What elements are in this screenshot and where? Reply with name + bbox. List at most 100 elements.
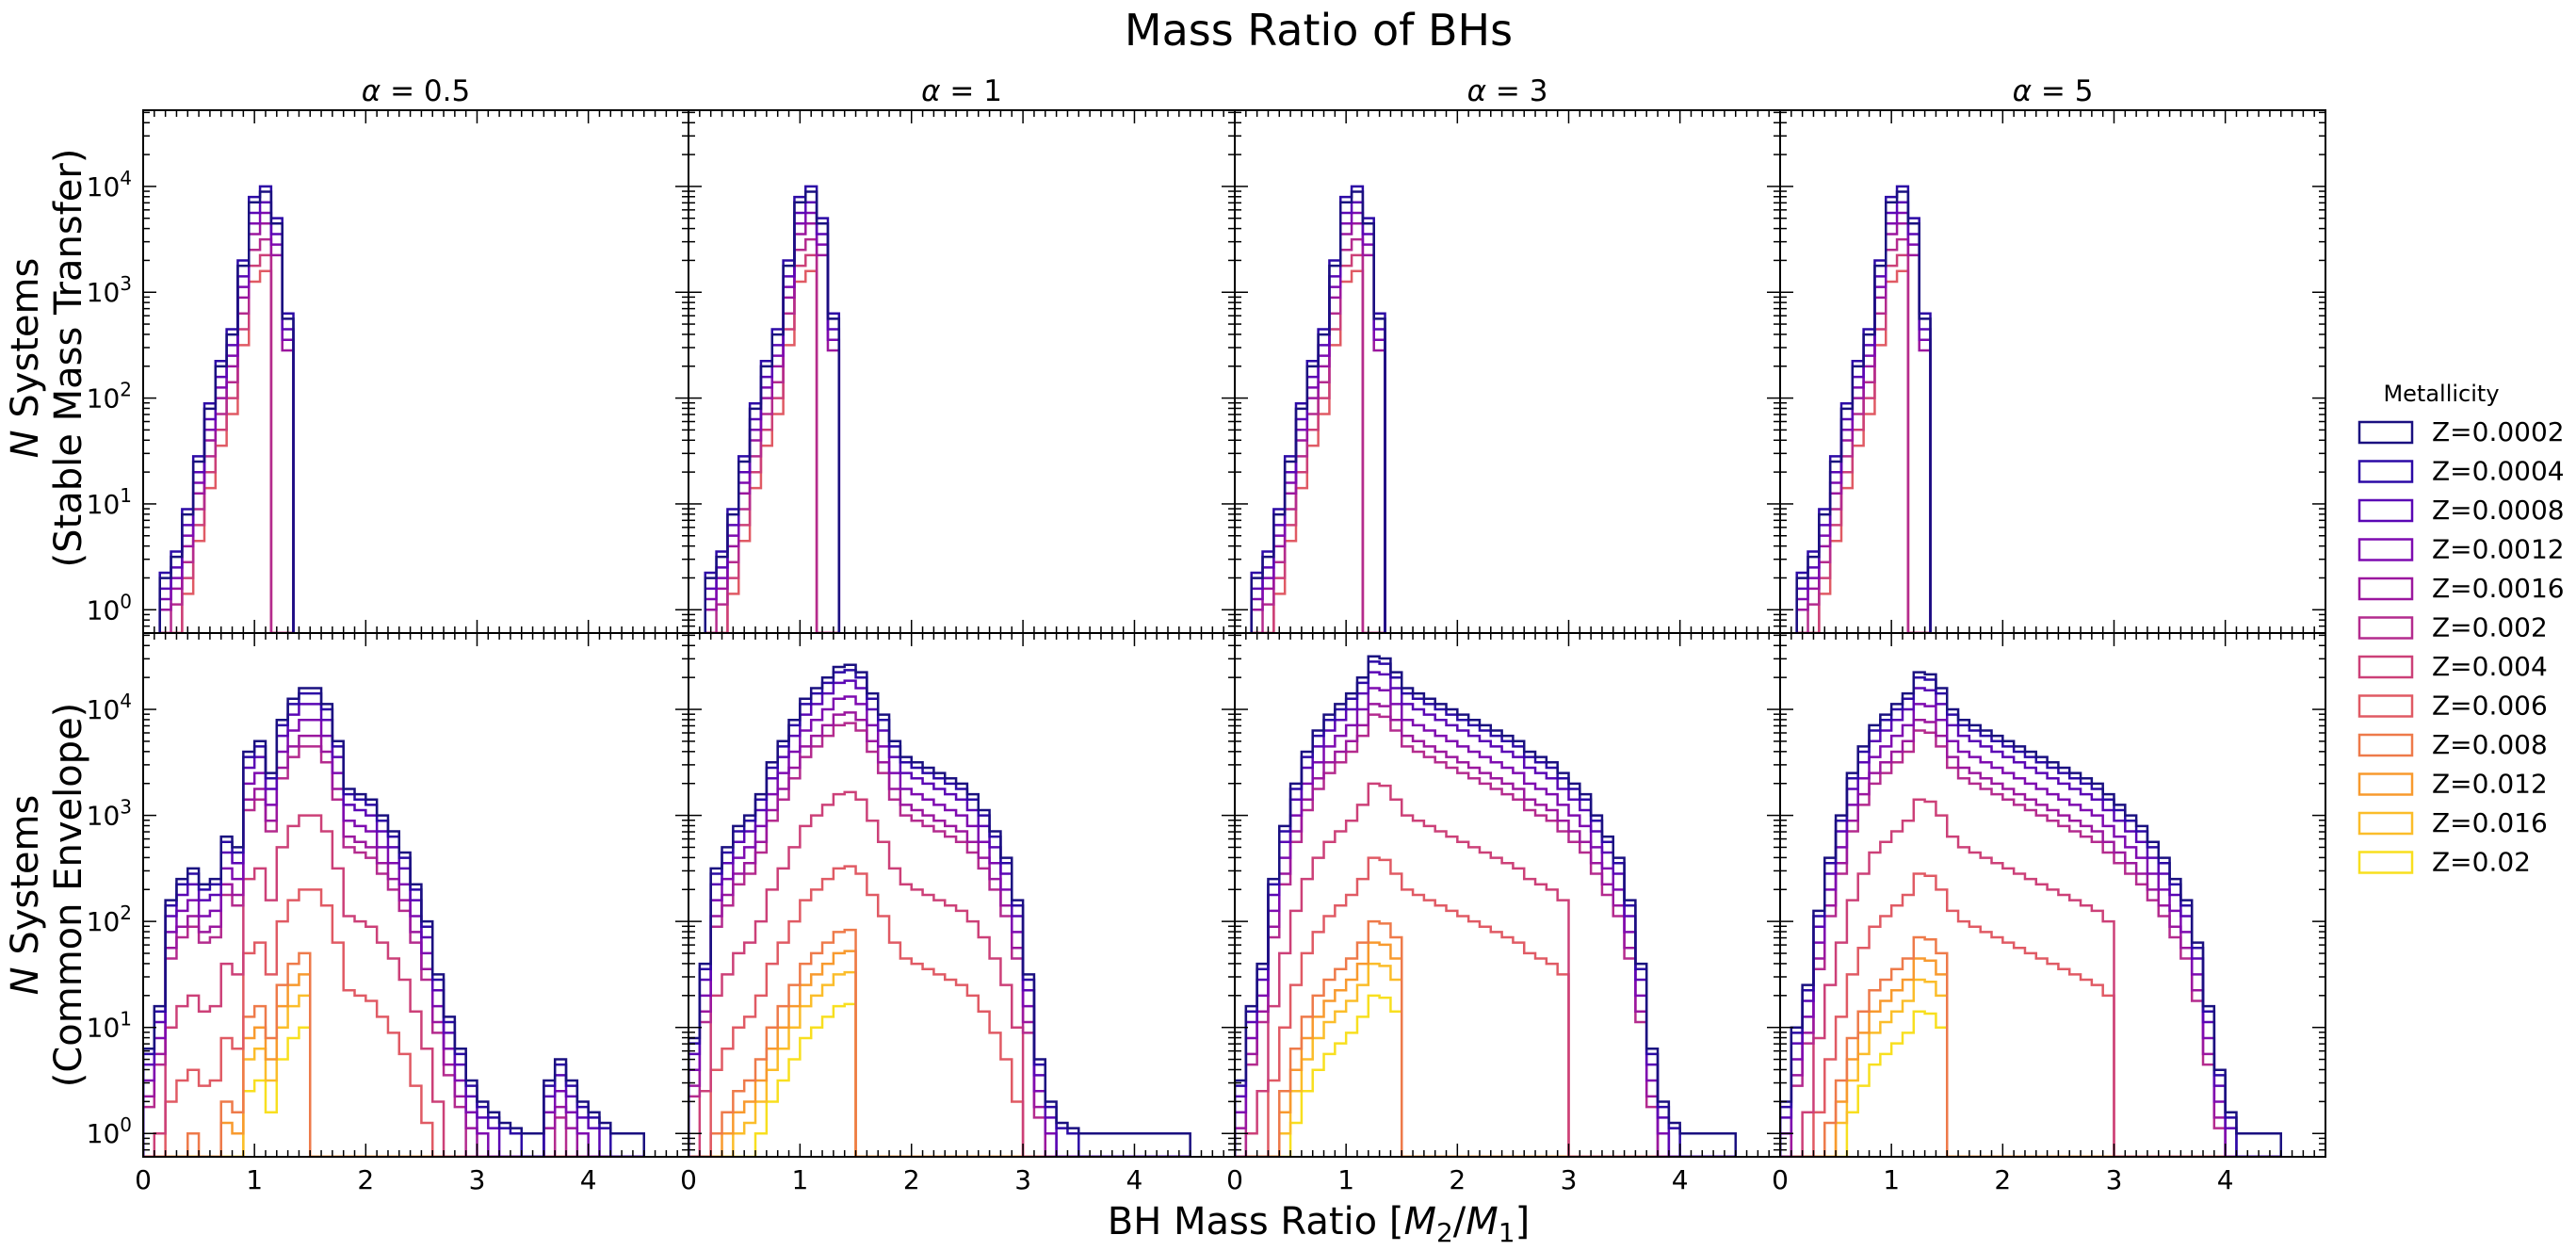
series-Z=0.004-r1-c1 [689, 790, 1191, 1157]
y-tick-label: 100 [87, 590, 132, 626]
series-Z=0.016-r1-c0 [143, 994, 644, 1157]
x-tick-label: 1 [791, 1164, 808, 1195]
series-Z=0.004-r1-c3 [1780, 798, 2281, 1157]
series-Z=0.0012-r1-c3 [1780, 703, 2281, 1157]
series-Z=0.0012-r1-c2 [1235, 687, 1736, 1157]
series-Z=0.016-r1-c1 [689, 970, 1191, 1157]
y-tick-label: 102 [87, 379, 132, 414]
series-Z=0.008-r1-c0 [143, 951, 644, 1157]
legend-label: Z=0.0004 [2432, 456, 2565, 487]
legend-label: Z=0.002 [2432, 612, 2548, 643]
y-tick-label: 103 [87, 796, 132, 832]
series-Z=0.008-r1-c1 [689, 928, 1191, 1157]
y-tick-label: 102 [87, 902, 132, 937]
series-Z=0.0002-r0-c0 [158, 190, 295, 633]
panel-title: α = 3 [1467, 74, 1548, 108]
y-tick-label: 100 [87, 1113, 132, 1149]
y-tick-label: 104 [87, 690, 132, 725]
panel-frame [688, 109, 1236, 634]
x-tick-label: 0 [1226, 1164, 1243, 1195]
series-Z=0.0008-r1-c3 [1780, 687, 2281, 1157]
panel-frame [1234, 632, 1781, 1158]
x-tick-label: 2 [1449, 1164, 1466, 1195]
series-Z=0.004-r1-c2 [1235, 782, 1736, 1157]
x-tick-label: 4 [580, 1164, 597, 1195]
legend-swatch [2357, 772, 2414, 796]
legend: Metallicity Z=0.0002 Z=0.0004 Z=0.0008 Z=0.0… [2357, 381, 2565, 878]
series-Z=0.0004-r1-c3 [1780, 676, 2281, 1157]
panel-r1-c1: 0 1 2 3 4 [680, 632, 1236, 1195]
legend-swatch [2357, 655, 2414, 679]
x-tick-label: 2 [1994, 1164, 2011, 1195]
legend-label: Z=0.012 [2432, 769, 2548, 800]
legend-label: Z=0.0012 [2432, 534, 2565, 565]
panel-r0-c1: α = 1 [688, 74, 1236, 634]
panel-frame [1779, 632, 2326, 1158]
series-Z=0.0016-r1-c3 [1780, 719, 2281, 1157]
x-tick-label: 4 [1672, 1164, 1689, 1195]
series-Z=0.0004-r1-c2 [1235, 660, 1736, 1157]
y-axis-label-bottom: N Systems (Common Envelope) [4, 703, 90, 1088]
series-Z=0.0008-r1-c0 [143, 703, 644, 1157]
series-Z=0.02-r1-c0 [143, 1026, 644, 1157]
y-tick-label: 103 [87, 272, 132, 308]
legend-label: Z=0.006 [2432, 690, 2548, 722]
legend-swatch [2357, 616, 2414, 640]
x-tick-label: 4 [1126, 1164, 1143, 1195]
svg-text:(Common Envelope): (Common Envelope) [47, 703, 90, 1088]
series-Z=0.006-r1-c3 [1780, 872, 2281, 1157]
x-tick-label: 1 [1337, 1164, 1354, 1195]
svg-text:(Stable Mass Transfer): (Stable Mass Transfer) [47, 149, 90, 568]
legend-label: Z=0.0016 [2432, 573, 2565, 604]
series-Z=0.0008-r1-c1 [689, 679, 1191, 1157]
series-Z=0.0016-r1-c2 [1235, 703, 1736, 1157]
series-Z=0.02-r1-c2 [1235, 994, 1736, 1157]
legend-label: Z=0.008 [2432, 729, 2548, 760]
series-Z=0.02-r1-c3 [1780, 1010, 2281, 1157]
legend-swatch [2357, 811, 2414, 836]
y-tick-label: 101 [87, 1008, 132, 1044]
series-Z=0.006-r1-c2 [1235, 856, 1736, 1157]
panel-r0-c2: α = 3 [1234, 74, 1781, 634]
series-Z=0.0002-r1-c1 [689, 663, 1191, 1157]
x-tick-label: 2 [903, 1164, 920, 1195]
legend-title: Metallicity [2383, 381, 2499, 407]
panel-frame [1234, 109, 1781, 634]
x-tick-label: 3 [2106, 1164, 2123, 1195]
series-Z=0.006-r1-c0 [143, 888, 644, 1157]
series-Z=0.012-r1-c3 [1780, 957, 2281, 1157]
series-Z=0.0002-r0-c3 [1795, 190, 1932, 633]
series-Z=0.016-r1-c3 [1780, 978, 2281, 1157]
series-Z=0.012-r1-c1 [689, 950, 1191, 1157]
series-Z=0.0012-r1-c1 [689, 695, 1191, 1157]
x-tick-label: 1 [246, 1164, 263, 1195]
y-tick-label: 104 [87, 167, 132, 203]
legend-swatch [2357, 851, 2414, 874]
x-tick-label: 0 [1772, 1164, 1789, 1195]
legend-label: Z=0.02 [2432, 847, 2531, 878]
series-Z=0.016-r1-c2 [1235, 962, 1736, 1157]
x-tick-label: 0 [680, 1164, 697, 1195]
series-Z=0.0002-r0-c2 [1250, 190, 1386, 633]
x-tick-label: 3 [1561, 1164, 1578, 1195]
series-Z=0.012-r1-c2 [1235, 941, 1736, 1157]
legend-label: Z=0.004 [2432, 651, 2548, 682]
series-Z=0.002-r1-c0 [143, 745, 644, 1157]
panel-title: α = 1 [921, 74, 1002, 108]
y-axis-label-top: N Systems (Stable Mass Transfer) [4, 149, 90, 568]
legend-swatch [2357, 498, 2414, 523]
series-Z=0.02-r1-c1 [689, 1002, 1191, 1157]
series-Z=0.002-r1-c3 [1780, 729, 2281, 1157]
series-Z=0.0016-r1-c0 [143, 734, 644, 1157]
panel-frame [688, 632, 1236, 1158]
legend-swatch [2357, 733, 2414, 757]
series-Z=0.0002-r1-c2 [1235, 655, 1737, 1157]
series-Z=0.0004-r1-c0 [143, 691, 644, 1157]
series-Z=0.0004-r1-c1 [689, 669, 1191, 1157]
series-Z=0.008-r1-c2 [1235, 919, 1736, 1157]
legend-swatch [2357, 577, 2414, 601]
legend-swatch [2357, 460, 2414, 483]
y-tick-label: 101 [87, 484, 132, 520]
